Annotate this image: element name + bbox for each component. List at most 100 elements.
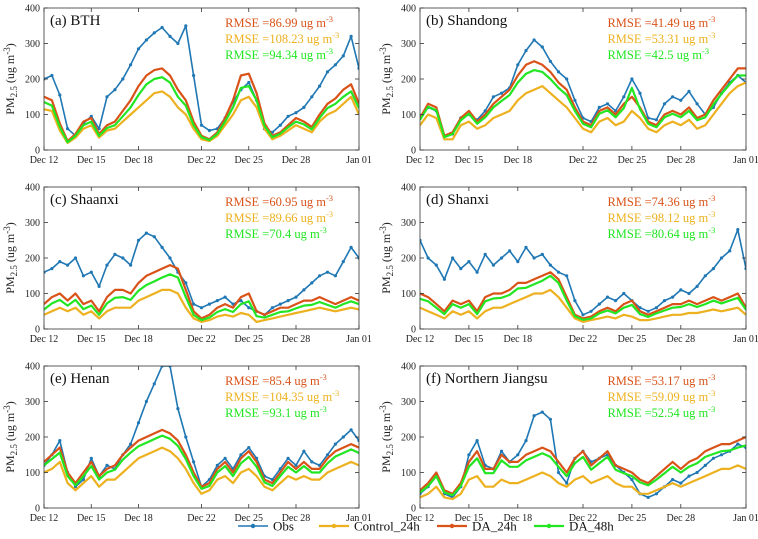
obs-point: [516, 260, 520, 264]
obs-point: [654, 306, 659, 310]
obs-point: [184, 435, 188, 439]
obs-point: [654, 492, 659, 496]
panel-4: 0 100 200 300 400 Dec 12 Dec 15 Dec 18 Dec 22 Dec…: [378, 183, 758, 346]
obs-point: [66, 263, 70, 267]
panel-title: (d) Shanxi: [426, 192, 489, 208]
obs-point: [192, 460, 196, 464]
obs-point: [524, 439, 528, 443]
y-tick-label: 400: [25, 4, 40, 15]
obs-point: [671, 295, 675, 299]
y-tick-label: 0: [35, 146, 40, 157]
obs-point: [540, 410, 544, 414]
obs-point: [622, 95, 626, 99]
series-line-da24: [420, 271, 746, 320]
obs-point: [679, 288, 683, 292]
x-tick-label: Dec 15: [77, 513, 106, 524]
obs-point: [144, 231, 148, 235]
obs-point: [286, 456, 290, 460]
rmse-label-da24: RMSE =60.95 ug m-3: [225, 193, 333, 209]
obs-point: [451, 256, 455, 260]
obs-point: [671, 95, 675, 99]
obs-point: [302, 288, 306, 292]
rmse-label-control: RMSE =108.23 ug m-3: [225, 30, 339, 46]
rmse-label-da24: RMSE =74.36 ug m-3: [607, 193, 715, 209]
rmse-label-control: RMSE =98.12 ug m-3: [607, 209, 715, 225]
series-line-da48: [44, 273, 359, 322]
obs-point: [687, 89, 691, 93]
panel-5: 0 100 200 300 400 Dec 12 Dec 15 Dec 18 Dec 22 Dec…: [2, 362, 372, 525]
panel-title: (f) Northern Jiangsu: [426, 371, 548, 387]
series-line-control: [44, 446, 359, 495]
rmse-label-da24: RMSE =41.49 ug m-3: [607, 14, 715, 30]
obs-point: [89, 270, 93, 274]
x-tick-label: Dec 22: [187, 155, 216, 166]
y-tick-label: 0: [35, 325, 40, 336]
obs-point: [524, 245, 528, 249]
obs-point: [565, 77, 569, 81]
obs-point: [168, 256, 172, 260]
obs-point: [573, 98, 577, 102]
x-tick-label: Dec 25: [618, 334, 647, 345]
obs-point: [524, 49, 528, 53]
rmse-label-da48: RMSE =80.64 ug m-3: [607, 225, 715, 241]
x-tick-label: Dec 18: [503, 155, 532, 166]
legend-marker-da24: [449, 523, 455, 529]
y-tick-label: 400: [401, 362, 416, 373]
obs-point: [302, 105, 306, 109]
obs-point: [565, 481, 569, 485]
obs-point: [58, 93, 62, 97]
obs-point: [646, 309, 650, 313]
panel-6: 0 100 200 300 400 Dec 12 Dec 15 Dec 18 Dec 22 Dec…: [378, 362, 758, 525]
obs-point: [589, 309, 593, 313]
obs-point: [349, 245, 353, 249]
x-tick-label: Dec 12: [30, 334, 59, 345]
obs-point: [679, 481, 683, 485]
y-tick-label: 200: [25, 75, 40, 86]
x-tick-label: Dec 15: [77, 155, 106, 166]
series-group: [44, 366, 359, 495]
y-tick-label: 400: [401, 183, 416, 194]
x-tick-label: Jan 01: [346, 513, 372, 524]
series-line-da24: [44, 264, 359, 320]
obs-point: [294, 295, 298, 299]
obs-point: [532, 414, 536, 418]
y-tick-label: 300: [401, 218, 416, 229]
obs-point: [695, 284, 699, 288]
series-line-control: [44, 288, 359, 323]
y-axis-label: PM2.5 (ug m-3): [2, 401, 19, 472]
obs-point: [105, 95, 109, 99]
obs-point: [247, 80, 251, 85]
rmse-label-da48: RMSE =42.5 ug m-3: [607, 46, 709, 62]
obs-point: [192, 73, 196, 78]
obs-point: [573, 299, 577, 303]
rmse-label-da48: RMSE =93.1 ug m-3: [225, 404, 327, 420]
obs-point: [434, 263, 438, 267]
obs-point: [483, 252, 487, 256]
obs-point: [605, 102, 610, 106]
obs-point: [654, 118, 659, 122]
obs-point: [50, 267, 54, 271]
obs-point: [719, 453, 724, 457]
obs-point: [565, 274, 569, 278]
y-axis-label: PM2.5 (ug m-3): [378, 43, 395, 114]
x-tick-label: Dec 28: [666, 334, 695, 345]
obs-point: [239, 453, 243, 457]
rmse-label-control: RMSE =59.09 ug m-3: [607, 388, 715, 404]
legend-marker-da48: [546, 523, 552, 529]
obs-point: [318, 274, 322, 278]
obs-point: [703, 274, 707, 278]
obs-point: [499, 256, 504, 260]
y-tick-label: 400: [25, 183, 40, 194]
y-tick-label: 300: [25, 218, 40, 229]
y-tick-label: 100: [401, 289, 416, 300]
series-line-da48: [420, 444, 746, 497]
obs-point: [199, 123, 204, 127]
x-tick-label: Dec 12: [406, 513, 435, 524]
obs-point: [556, 270, 561, 274]
y-tick-label: 0: [411, 504, 416, 515]
obs-point: [192, 302, 196, 306]
obs-point: [176, 41, 180, 46]
obs-point: [58, 439, 62, 443]
obs-point: [679, 98, 683, 102]
obs-point: [81, 478, 85, 482]
